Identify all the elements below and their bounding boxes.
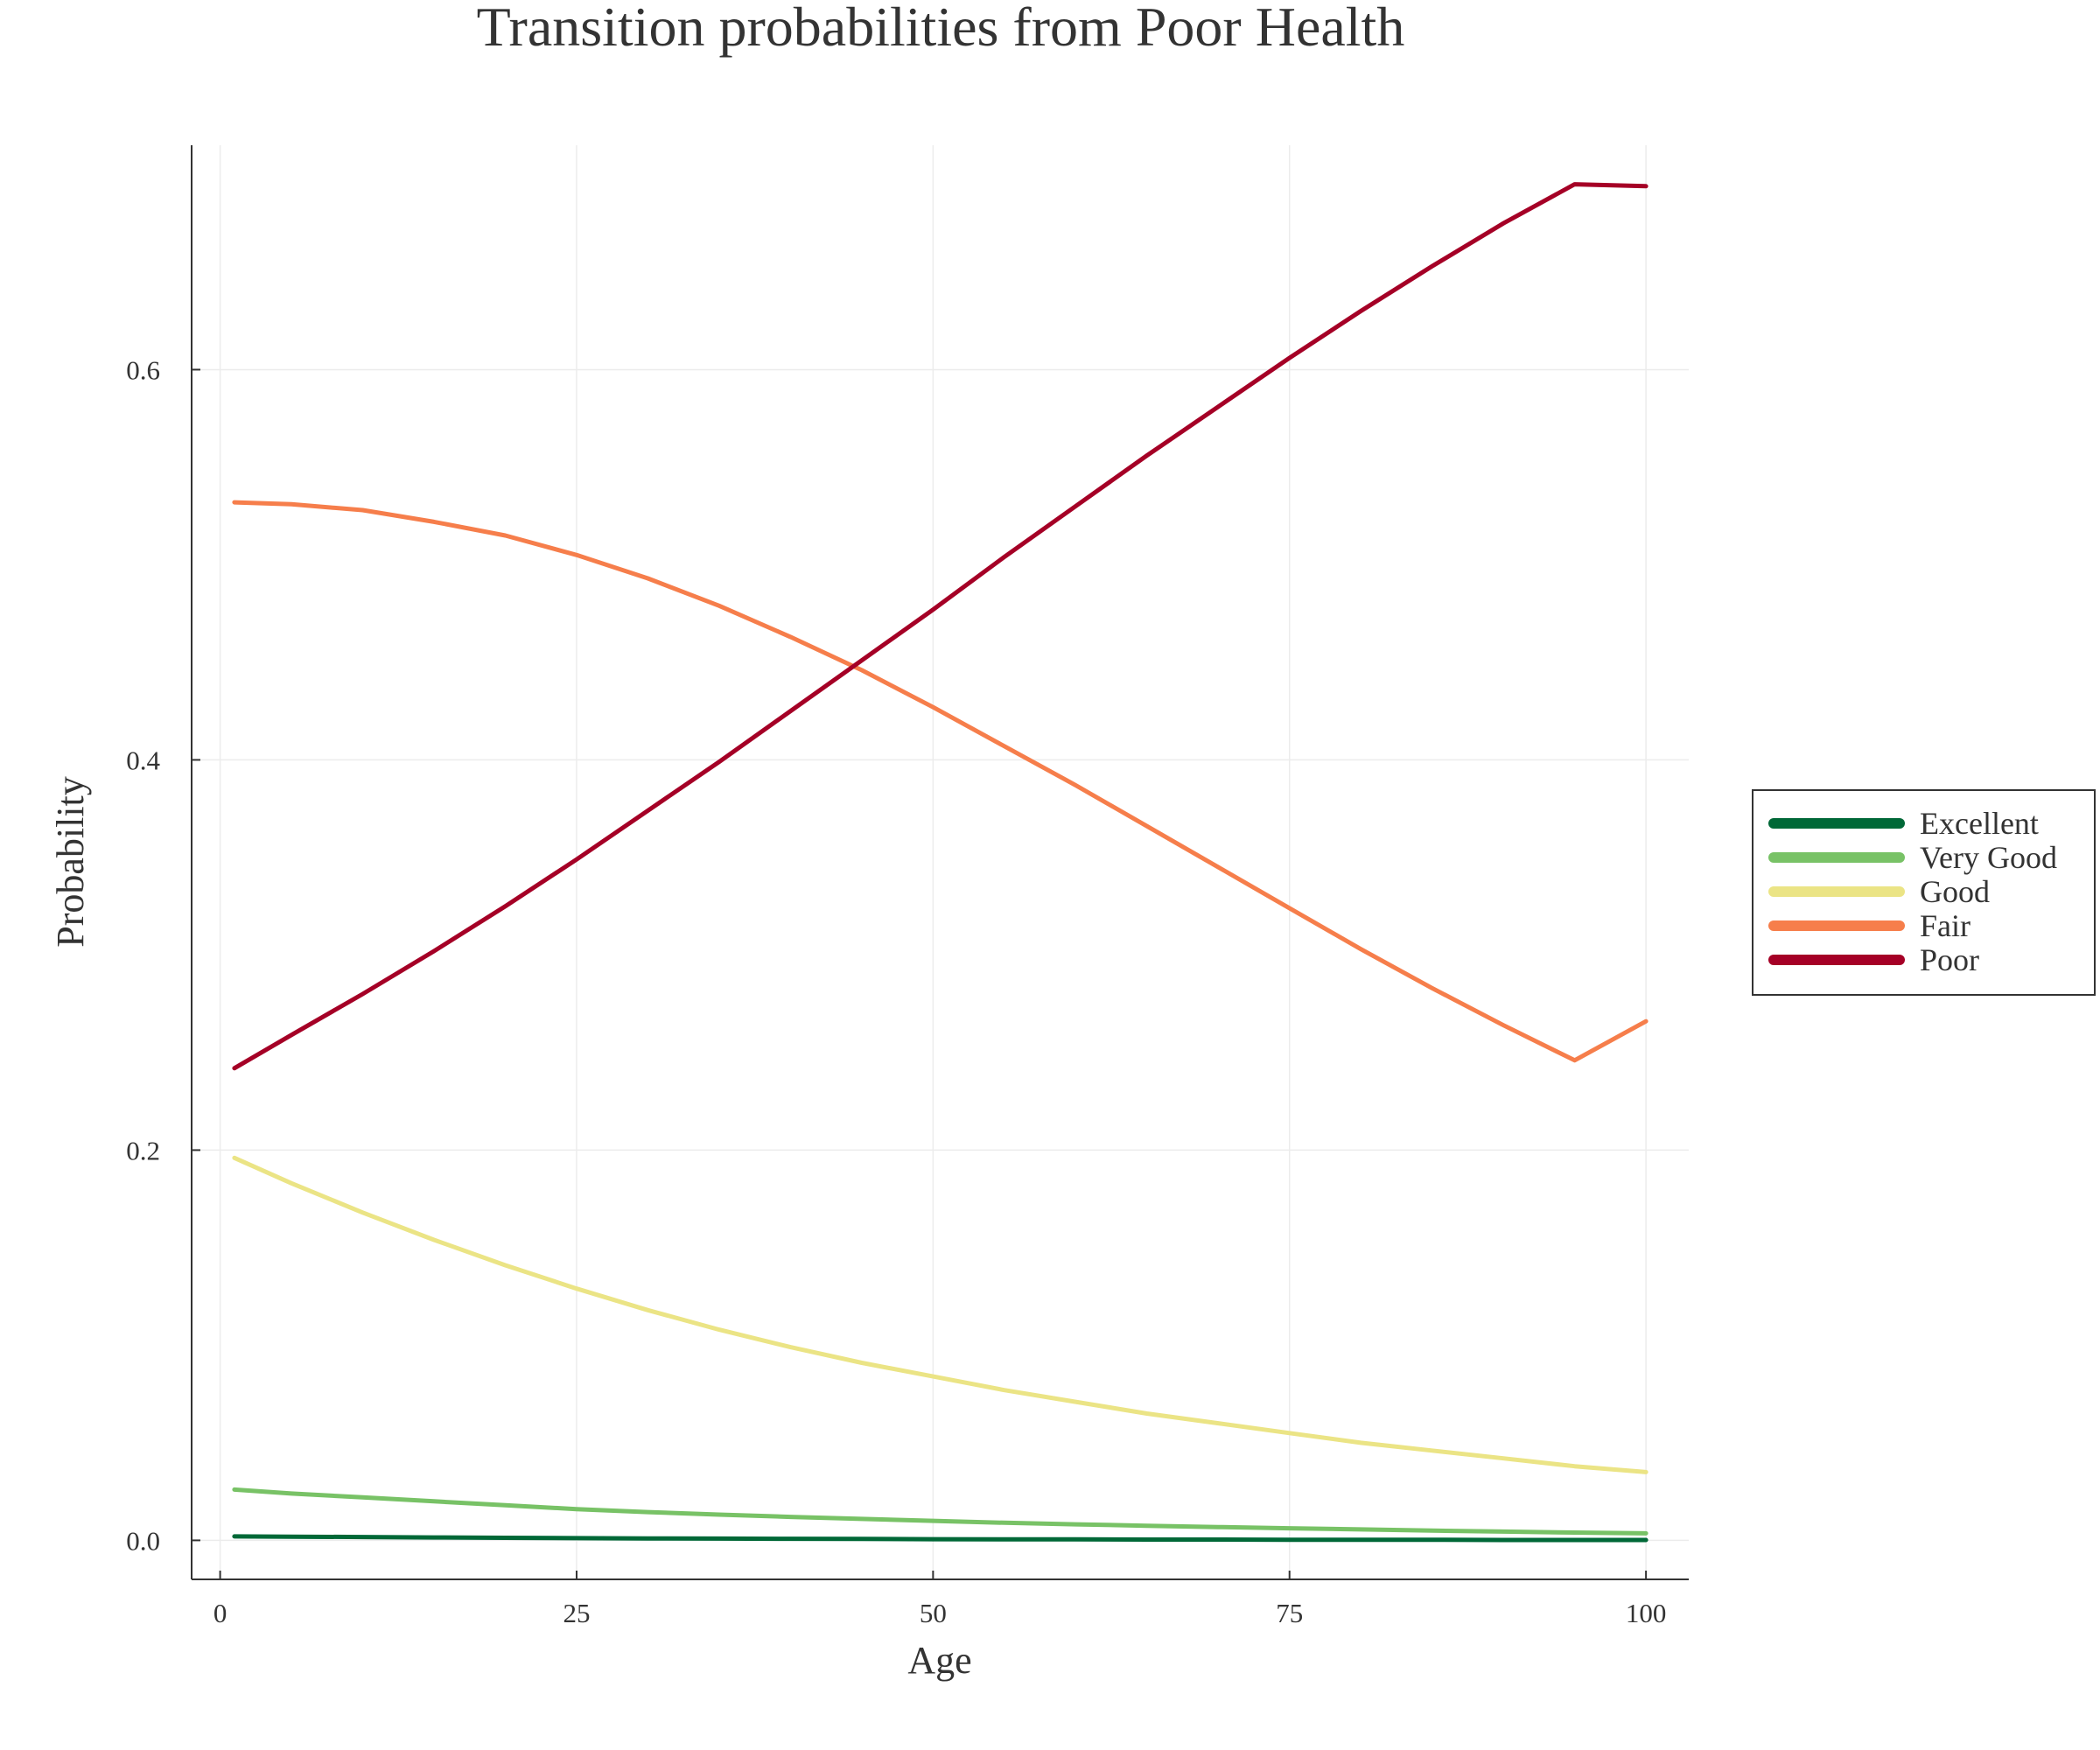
ticks: 0 25 50 75 100 0.0 0.2 0.4 0.6 bbox=[126, 354, 1666, 1628]
x-tick-label: 25 bbox=[563, 1598, 590, 1628]
y-tick-label: 0.6 bbox=[126, 354, 160, 385]
series-line-good bbox=[232, 1155, 1648, 1474]
y-axis-label: Probability bbox=[49, 776, 92, 948]
x-tick-label: 50 bbox=[920, 1598, 947, 1628]
legend-label-good: Good bbox=[1920, 874, 1990, 909]
legend-label-very-good: Very Good bbox=[1920, 840, 2057, 875]
series-line-poor bbox=[232, 182, 1648, 1071]
series-line-fair bbox=[232, 500, 1648, 1063]
x-tick-label: 75 bbox=[1276, 1598, 1303, 1628]
x-axis-label: Age bbox=[907, 1639, 971, 1682]
grid bbox=[192, 145, 1689, 1579]
y-tick-label: 0.0 bbox=[126, 1525, 160, 1556]
legend-label-poor: Poor bbox=[1920, 942, 1979, 977]
series-line-very-good bbox=[232, 1487, 1648, 1536]
y-tick-label: 0.2 bbox=[126, 1135, 160, 1166]
chart-title: Transition probabilities from Poor Healt… bbox=[477, 0, 1405, 58]
series-layer bbox=[232, 182, 1648, 1543]
y-tick-label: 0.4 bbox=[126, 745, 160, 775]
axes bbox=[191, 145, 1689, 1580]
x-tick-label: 0 bbox=[214, 1598, 228, 1628]
x-tick-label: 100 bbox=[1626, 1598, 1667, 1628]
legend-label-fair: Fair bbox=[1920, 908, 1970, 943]
series-line-excellent bbox=[232, 1534, 1648, 1543]
legend-label-excellent: Excellent bbox=[1920, 806, 2039, 841]
